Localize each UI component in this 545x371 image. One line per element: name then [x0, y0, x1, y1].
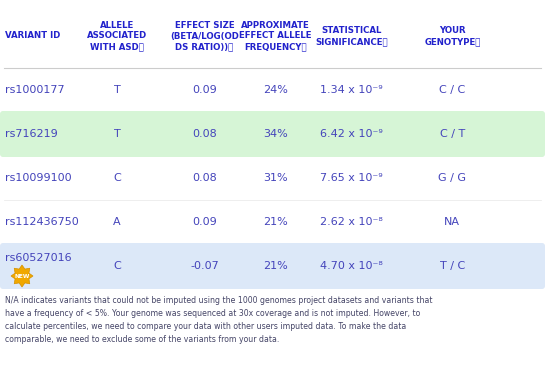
Text: C / C: C / C	[439, 85, 465, 95]
Text: rs60527016: rs60527016	[5, 253, 72, 263]
Text: G / G: G / G	[438, 173, 467, 183]
Text: T: T	[114, 129, 120, 139]
Text: STATISTICAL
SIGNIFICANCEⓘ: STATISTICAL SIGNIFICANCEⓘ	[315, 26, 388, 46]
Text: YOUR
GENOTYPEⓘ: YOUR GENOTYPEⓘ	[424, 26, 481, 46]
Text: VARIANT ID: VARIANT ID	[5, 32, 61, 40]
Text: N/A indicates variants that could not be imputed using the 1000 genomes project : N/A indicates variants that could not be…	[5, 296, 433, 344]
Text: 31%: 31%	[263, 173, 288, 183]
Text: rs716219: rs716219	[5, 129, 58, 139]
Text: rs112436750: rs112436750	[5, 217, 79, 227]
Text: A: A	[113, 217, 121, 227]
Text: 0.09: 0.09	[192, 85, 217, 95]
FancyBboxPatch shape	[0, 243, 545, 289]
Text: 4.70 x 10⁻⁸: 4.70 x 10⁻⁸	[320, 261, 383, 271]
Text: 24%: 24%	[263, 85, 288, 95]
Text: 7.65 x 10⁻⁹: 7.65 x 10⁻⁹	[320, 173, 383, 183]
Text: -0.07: -0.07	[190, 261, 219, 271]
Text: APPROXIMATE
EFFECT ALLELE
FREQUENCYⓘ: APPROXIMATE EFFECT ALLELE FREQUENCYⓘ	[239, 21, 312, 51]
Text: 0.08: 0.08	[192, 129, 217, 139]
Text: rs1000177: rs1000177	[5, 85, 65, 95]
Text: 34%: 34%	[263, 129, 288, 139]
Polygon shape	[11, 265, 33, 287]
Text: 0.09: 0.09	[192, 217, 217, 227]
Text: 1.34 x 10⁻⁹: 1.34 x 10⁻⁹	[320, 85, 383, 95]
Text: EFFECT SIZE
(BETA/LOG(OD
DS RATIO))ⓘ: EFFECT SIZE (BETA/LOG(OD DS RATIO))ⓘ	[170, 21, 239, 51]
Text: 21%: 21%	[263, 261, 288, 271]
Text: T / C: T / C	[440, 261, 465, 271]
Text: C / T: C / T	[440, 129, 465, 139]
Text: rs10099100: rs10099100	[5, 173, 72, 183]
Text: 21%: 21%	[263, 217, 288, 227]
Text: 2.62 x 10⁻⁸: 2.62 x 10⁻⁸	[320, 217, 383, 227]
Text: T: T	[114, 85, 120, 95]
FancyBboxPatch shape	[0, 111, 545, 157]
Text: ALLELE
ASSOCIATED
WITH ASDⓘ: ALLELE ASSOCIATED WITH ASDⓘ	[87, 21, 147, 51]
Text: 0.08: 0.08	[192, 173, 217, 183]
Text: NA: NA	[444, 217, 461, 227]
Text: C: C	[113, 173, 121, 183]
Text: NEW: NEW	[14, 273, 29, 279]
Text: C: C	[113, 261, 121, 271]
Text: 6.42 x 10⁻⁹: 6.42 x 10⁻⁹	[320, 129, 383, 139]
